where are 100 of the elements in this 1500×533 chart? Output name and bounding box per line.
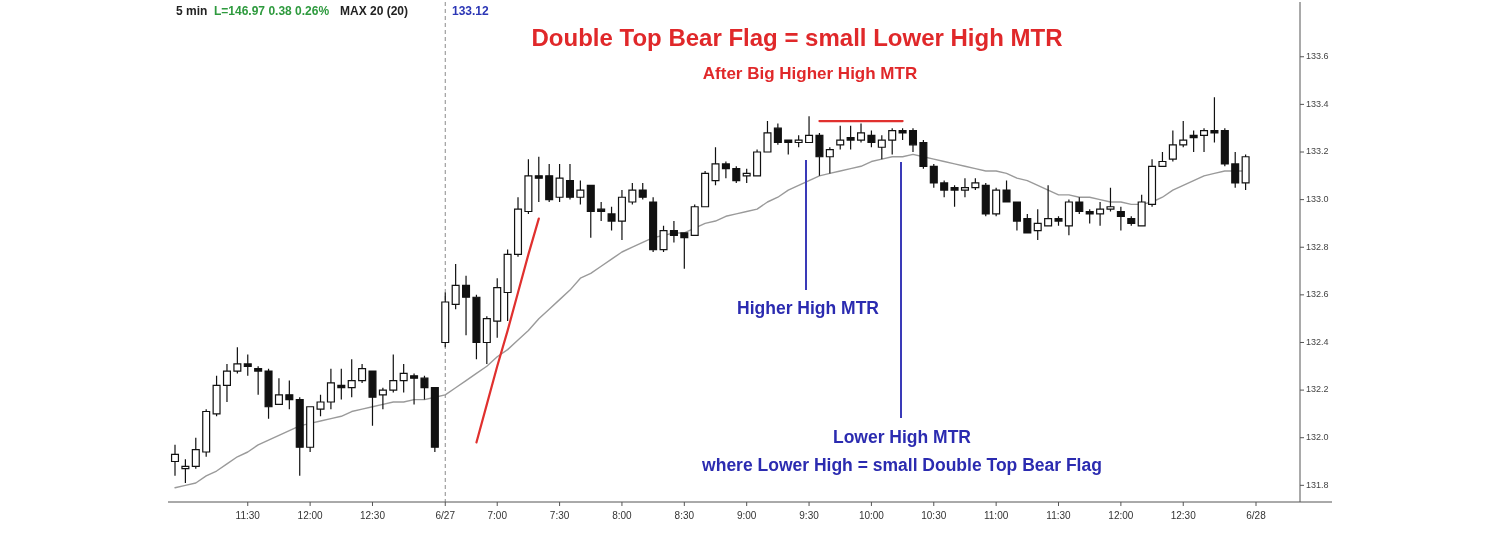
candlestick	[576, 179, 585, 205]
annotation: MAX 20 (20)	[340, 4, 409, 18]
y-tick-label: 133.0	[1306, 193, 1329, 204]
candlestick	[1044, 184, 1053, 227]
candlestick	[815, 132, 824, 177]
candlestick	[701, 170, 710, 208]
y-tick-label: 133.6	[1306, 51, 1329, 62]
candlestick	[1085, 208, 1094, 225]
candlestick	[1220, 127, 1229, 167]
candlestick	[555, 163, 564, 203]
annotation: L=146.97 0.38 0.26%	[214, 4, 330, 18]
y-tick-label: 132.2	[1306, 384, 1329, 395]
candlestick	[1158, 151, 1167, 167]
candlestick	[908, 127, 918, 153]
y-tick-label: 132.8	[1306, 241, 1329, 252]
candlestick	[607, 206, 616, 232]
candlestick	[669, 220, 678, 244]
candlestick	[846, 125, 855, 151]
candlestick	[264, 368, 273, 420]
candlestick	[638, 182, 647, 201]
candlestick	[545, 163, 554, 203]
candlestick	[753, 149, 762, 177]
candlestick	[825, 146, 834, 175]
candlestick	[721, 160, 730, 179]
candlestick	[1002, 179, 1011, 203]
candlestick	[1054, 215, 1063, 227]
candlestick	[493, 277, 502, 339]
x-tick-label: 10:00	[858, 510, 885, 521]
candlestick	[586, 184, 595, 239]
candlestick	[867, 129, 876, 148]
candlestick	[805, 115, 814, 144]
candlestick	[347, 358, 356, 398]
candlestick	[1033, 208, 1042, 241]
candlestick	[711, 146, 720, 186]
candlestick	[181, 458, 190, 484]
candlestick	[243, 353, 252, 377]
candlestick	[212, 375, 221, 417]
x-tick-label: 9:00	[736, 510, 757, 521]
candlestick	[410, 372, 419, 405]
x-tick-label: 6/27	[435, 510, 456, 521]
candlestick	[1189, 129, 1198, 153]
candlestick	[399, 363, 408, 394]
candlestick	[597, 201, 606, 222]
candlestick	[1116, 206, 1125, 232]
candlestick	[1231, 151, 1240, 189]
candlestick	[1148, 158, 1157, 208]
candlestick	[1096, 201, 1105, 227]
candlestick	[1064, 199, 1073, 236]
candlestick	[742, 168, 751, 184]
candlestick	[1012, 201, 1021, 232]
candlestick	[836, 125, 845, 151]
x-tick-label: 7:30	[549, 510, 570, 521]
annotation: 133.12	[452, 4, 490, 18]
candlestick	[316, 394, 325, 417]
candlestick	[202, 408, 211, 458]
candlestick	[513, 196, 523, 258]
annotation: where Lower High = small Double Top Bear Flag	[701, 455, 1102, 475]
candlestick	[1200, 127, 1209, 153]
candlestick	[680, 232, 689, 270]
candlestick	[888, 127, 897, 155]
candlestick	[441, 291, 450, 348]
candlestick	[430, 387, 439, 453]
candlestick	[1075, 196, 1084, 215]
candlestick	[170, 444, 180, 477]
candlestick	[358, 363, 367, 384]
x-tick-label: 7:00	[487, 510, 508, 521]
y-tick-label: 132.0	[1306, 432, 1329, 443]
candlestick	[378, 387, 387, 410]
candlestick	[898, 127, 907, 141]
candlestick	[1127, 215, 1136, 227]
x-tick-label: 11:30	[1046, 510, 1072, 521]
x-tick-label: 9:30	[799, 510, 820, 521]
candlestick	[222, 363, 231, 403]
candlestick	[389, 353, 398, 394]
candlestick	[617, 189, 626, 241]
candlestick	[929, 163, 938, 189]
candlestick	[1168, 129, 1177, 163]
x-tick-label: 12:30	[1170, 510, 1197, 521]
x-tick-label: 12:00	[297, 510, 324, 521]
candlestick	[420, 375, 429, 401]
candlestick	[1023, 213, 1032, 234]
y-tick-label: 133.4	[1306, 98, 1329, 109]
candlestick	[659, 225, 668, 253]
annotation: Lower High MTR	[832, 427, 972, 447]
candlestick	[649, 196, 658, 253]
x-tick-label: 12:00	[1108, 510, 1134, 521]
text: After Big Higher High MTR	[702, 64, 918, 83]
candlestick	[274, 377, 283, 405]
annotation: 5 min	[176, 4, 208, 18]
y-tick-label: 132.6	[1306, 289, 1329, 300]
line-series	[475, 217, 540, 444]
candlestick	[856, 122, 866, 144]
candlestick	[628, 182, 637, 205]
candlestick	[368, 370, 377, 427]
candlestick	[451, 263, 460, 310]
candlestick	[233, 346, 242, 375]
y-tick-label: 131.8	[1306, 479, 1329, 490]
candlestick	[191, 437, 200, 470]
x-tick-label: 12:30	[359, 510, 386, 521]
candlestick	[919, 139, 928, 170]
